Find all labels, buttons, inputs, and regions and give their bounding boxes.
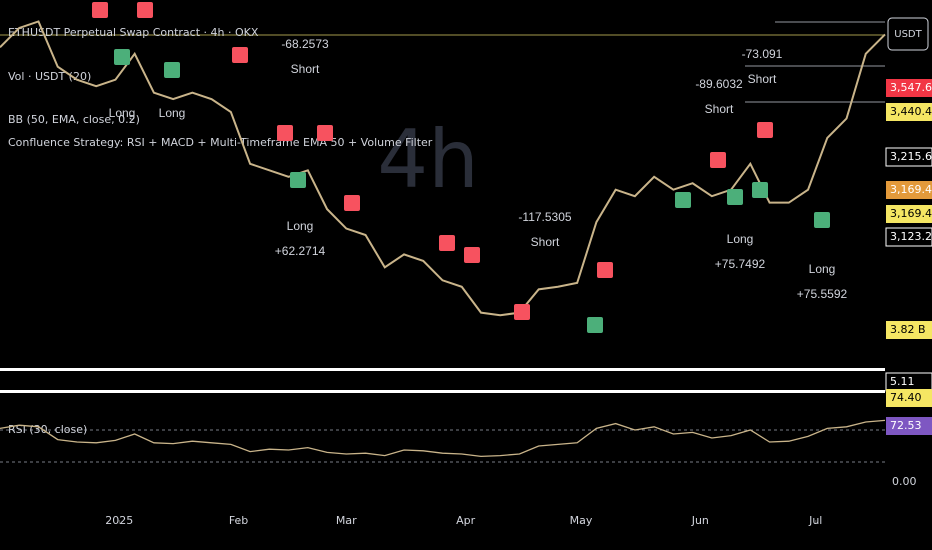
- axis-label: 0.00: [892, 475, 917, 488]
- signal-icon: [757, 122, 773, 138]
- axis-label-bg: [886, 389, 932, 407]
- watermark: 4h: [377, 113, 479, 206]
- trade-label: Short: [748, 72, 777, 86]
- trade-label: Short: [531, 235, 560, 249]
- price-axis: [885, 0, 932, 520]
- trade-label: Long: [159, 106, 186, 120]
- axis-label: 3,123.24: [890, 230, 932, 243]
- x-tick-label: 2025: [105, 514, 133, 527]
- trade-label: -68.2573: [281, 37, 329, 51]
- axis-label: 3,440.41: [890, 105, 932, 118]
- axis-label-bg: [886, 79, 932, 97]
- signal-icon: [317, 125, 333, 141]
- trade-label: Short: [705, 102, 734, 116]
- axis-label: 72.53: [890, 419, 922, 432]
- axis-label-bg: [886, 417, 932, 435]
- axis-label-bg: [886, 181, 932, 199]
- rsi-line: [0, 419, 886, 458]
- trade-label: Long: [727, 232, 754, 246]
- x-tick-label: Jul: [808, 514, 822, 527]
- trade-label: Long: [287, 219, 314, 233]
- trade-label: -89.6032: [695, 77, 743, 91]
- x-tick-label: Jun: [691, 514, 709, 527]
- currency-label[interactable]: USDT: [894, 29, 922, 40]
- axis-label: 3,215.64: [890, 150, 932, 163]
- axis-label: 3,169.44: [890, 207, 932, 220]
- trade-label: Long: [809, 262, 836, 276]
- signal-icon: [675, 192, 691, 208]
- signal-icon: [727, 189, 743, 205]
- trade-label: +75.5592: [797, 287, 848, 301]
- signal-icon: [587, 317, 603, 333]
- axis-label-bg: [886, 103, 932, 121]
- indicator-label: BB (50, EMA, close, 0.2): [8, 113, 140, 126]
- axis-label-bg: [886, 321, 932, 339]
- trade-label: +75.7492: [715, 257, 766, 271]
- x-tick-label: Feb: [229, 514, 248, 527]
- pane-separator: [0, 390, 885, 393]
- axis-label: 3,547.60: [890, 81, 932, 94]
- pane-separator: [0, 368, 885, 371]
- trade-label: -117.5305: [518, 210, 571, 224]
- currency-button[interactable]: [887, 17, 929, 51]
- signal-icon: [114, 49, 130, 65]
- signal-icon: [164, 62, 180, 78]
- axis-label-bg: [885, 147, 932, 167]
- axis-label-bg: [885, 227, 932, 247]
- x-tick-label: Apr: [456, 514, 476, 527]
- axis-label: 74.40: [890, 391, 922, 404]
- signal-icon: [514, 304, 530, 320]
- trade-label: +62.2714: [275, 244, 326, 258]
- signal-icon: [439, 235, 455, 251]
- signal-icon: [710, 152, 726, 168]
- signal-icon: [752, 182, 768, 198]
- indicator-label: Vol · USDT (20): [8, 70, 91, 83]
- symbol-title: ETHUSDT Perpetual Swap Contract · 4h · O…: [8, 26, 259, 39]
- signal-icon: [92, 2, 108, 18]
- signal-icon: [277, 125, 293, 141]
- signal-icon: [344, 195, 360, 211]
- signal-icon: [232, 47, 248, 63]
- signal-icon: [464, 247, 480, 263]
- price-line: [0, 20, 886, 317]
- axis-label: 3.82 B: [890, 323, 926, 336]
- signal-icon: [290, 172, 306, 188]
- trade-label: Long: [109, 106, 136, 120]
- trade-label: -73.091: [742, 47, 783, 61]
- signal-icon: [597, 262, 613, 278]
- axis-label: 5.11: [890, 375, 915, 388]
- x-tick-label: Mar: [336, 514, 357, 527]
- signal-icon: [814, 212, 830, 228]
- axis-label-bg: [886, 205, 932, 223]
- axis-label: 3,169.44: [890, 183, 932, 196]
- signal-icon: [137, 2, 153, 18]
- x-tick-label: May: [570, 514, 593, 527]
- indicator-label: Confluence Strategy: RSI + MACD + Multi-…: [8, 136, 433, 149]
- trade-label: Short: [291, 62, 320, 76]
